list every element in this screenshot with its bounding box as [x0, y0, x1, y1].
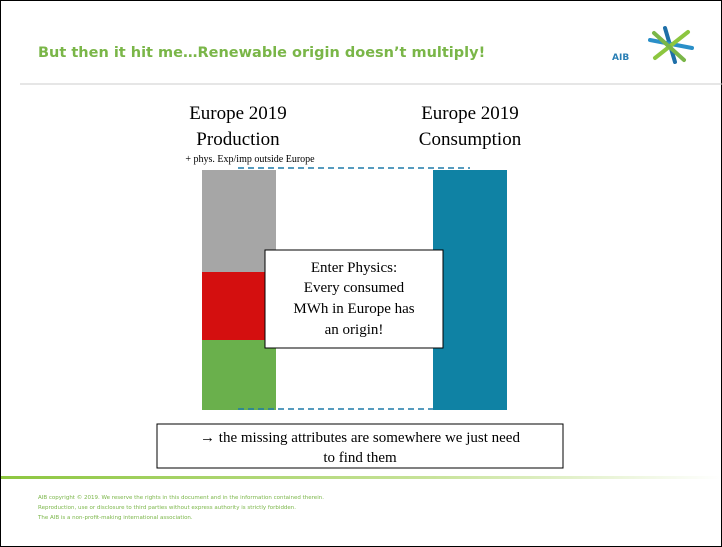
footer-text: Reproduction, use or disclosure to third… — [38, 505, 296, 511]
bar-consumption — [433, 170, 507, 410]
bar-segment-green — [202, 340, 276, 410]
conclusion-text: to find them — [323, 450, 397, 466]
callout-box — [264, 249, 444, 349]
slide-title: But then it hit me…Renewable origin does… — [38, 45, 485, 61]
callout-text: Every consumed — [304, 280, 405, 296]
footer-text: The AIB is a non-profit-making internati… — [37, 515, 193, 521]
callout-text: MWh in Europe has — [293, 301, 414, 317]
consumption-heading: Consumption — [419, 129, 522, 150]
bar-segment-red — [202, 272, 276, 340]
consumption-heading: Europe 2019 — [421, 103, 519, 124]
footer-rule — [1, 476, 721, 479]
conclusion-box — [156, 423, 564, 469]
production-heading: Production — [196, 129, 280, 150]
logo-star — [648, 26, 694, 64]
bar-segment-gray — [202, 170, 276, 272]
production-note: + phys. Exp/imp outside Europe — [185, 154, 315, 165]
footer-text: AIB copyright © 2019. We reserve the rig… — [38, 494, 324, 501]
logo-text: AIB — [612, 53, 629, 63]
conclusion-text: → the missing attributes are somewhere w… — [200, 430, 520, 446]
callout-text: Enter Physics: — [311, 260, 397, 276]
callout-text: an origin! — [325, 322, 384, 338]
production-heading: Europe 2019 — [189, 103, 287, 124]
